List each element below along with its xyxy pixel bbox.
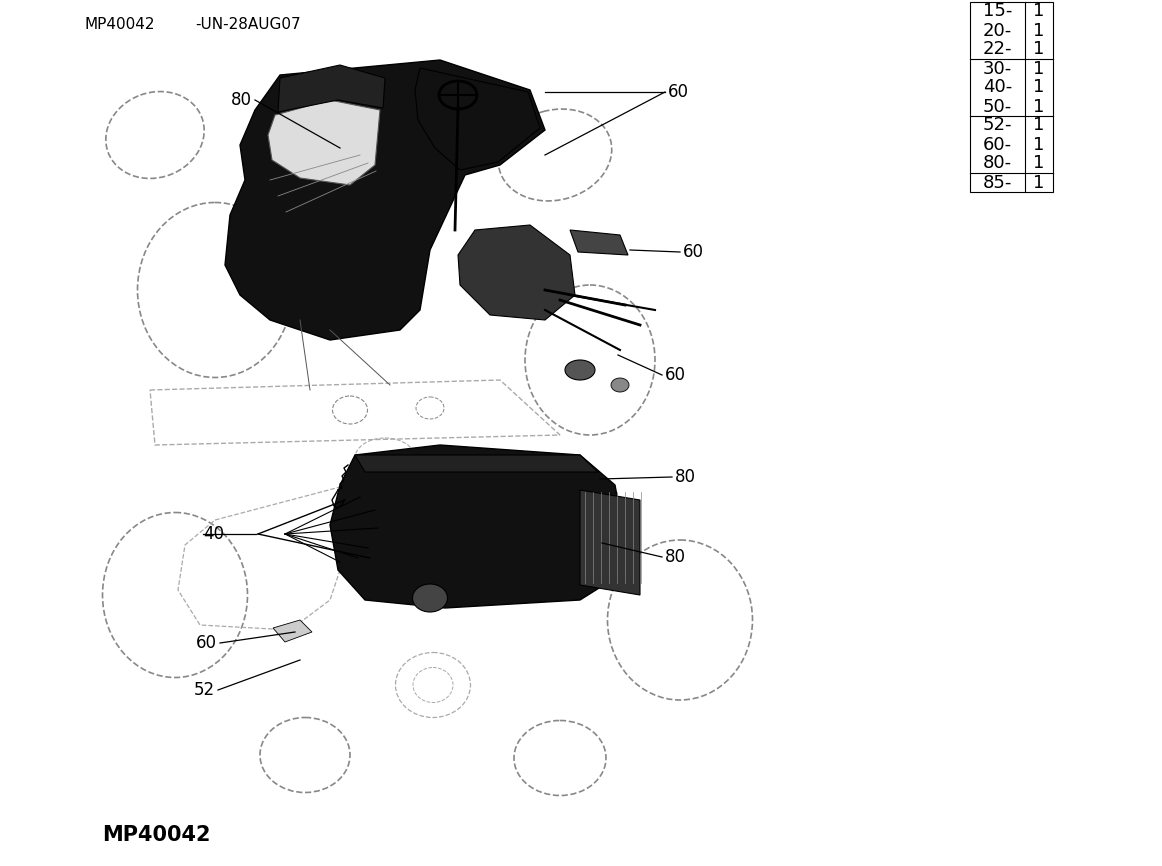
- Bar: [970, 2, 1053, 192]
- Text: 1: 1: [1033, 98, 1045, 115]
- Polygon shape: [458, 225, 575, 320]
- Text: 1: 1: [1033, 135, 1045, 153]
- Text: 20-: 20-: [983, 22, 1012, 40]
- Polygon shape: [356, 455, 598, 472]
- Text: MP40042: MP40042: [85, 17, 156, 32]
- Polygon shape: [580, 490, 640, 595]
- Text: -UN-28AUG07: -UN-28AUG07: [195, 17, 301, 32]
- Polygon shape: [278, 65, 385, 112]
- Text: 60-: 60-: [983, 135, 1012, 153]
- Polygon shape: [225, 60, 545, 340]
- Text: 60: 60: [196, 634, 217, 652]
- Ellipse shape: [611, 378, 629, 392]
- Text: 22-: 22-: [983, 41, 1012, 59]
- Text: 60: 60: [683, 243, 704, 261]
- Text: MP40042: MP40042: [102, 825, 210, 845]
- Text: 80-: 80-: [983, 154, 1012, 172]
- Text: 50-: 50-: [983, 98, 1012, 115]
- Text: 85-: 85-: [983, 173, 1012, 191]
- Polygon shape: [273, 620, 313, 642]
- Text: 80: 80: [665, 548, 686, 566]
- Text: 1: 1: [1033, 22, 1045, 40]
- Text: 30-: 30-: [983, 60, 1012, 77]
- Text: 60: 60: [668, 83, 689, 101]
- Text: 1: 1: [1033, 60, 1045, 77]
- Ellipse shape: [565, 360, 595, 380]
- Polygon shape: [571, 230, 627, 255]
- Text: 15-: 15-: [983, 3, 1012, 21]
- Polygon shape: [330, 445, 625, 608]
- Text: 80: 80: [675, 468, 696, 486]
- Text: 40: 40: [203, 525, 224, 543]
- Polygon shape: [268, 100, 380, 185]
- Text: 1: 1: [1033, 79, 1045, 96]
- Polygon shape: [415, 68, 540, 170]
- Text: 1: 1: [1033, 3, 1045, 21]
- Text: 60: 60: [665, 366, 686, 384]
- Text: 52: 52: [194, 681, 215, 699]
- Text: 52-: 52-: [983, 117, 1012, 134]
- Text: 80: 80: [231, 91, 252, 109]
- Ellipse shape: [413, 584, 447, 612]
- Text: 1: 1: [1033, 173, 1045, 191]
- Text: 1: 1: [1033, 41, 1045, 59]
- Text: 1: 1: [1033, 117, 1045, 134]
- Text: 40-: 40-: [983, 79, 1012, 96]
- Text: 1: 1: [1033, 154, 1045, 172]
